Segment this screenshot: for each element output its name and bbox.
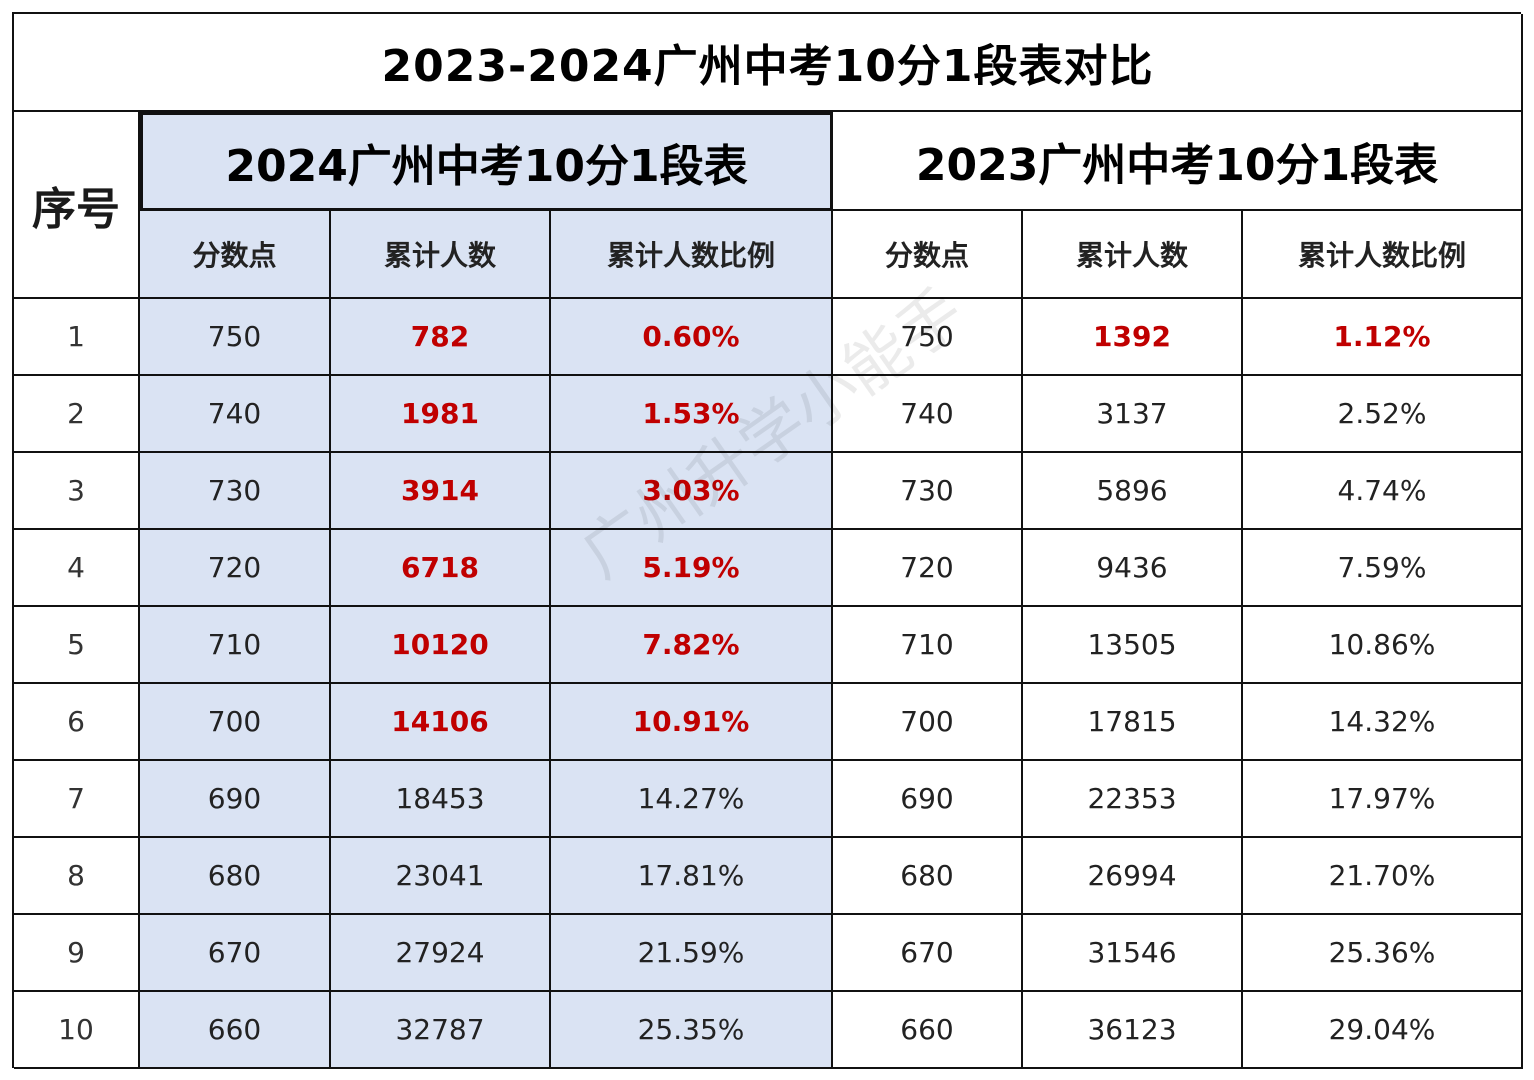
ratio-2024-cell: 21.59% xyxy=(551,915,833,992)
score-2023-cell: 740 xyxy=(833,376,1023,453)
score-2023-cell: 690 xyxy=(833,761,1023,838)
col-header-cum-2023: 累计人数 xyxy=(1023,211,1243,299)
ratio-2023-cell: 2.52% xyxy=(1243,376,1523,453)
score-2024-cell: 720 xyxy=(140,530,331,607)
cum-2023-cell: 1392 xyxy=(1023,299,1243,376)
seq-cell: 3 xyxy=(14,453,140,530)
ratio-2024-cell: 17.81% xyxy=(551,838,833,915)
ratio-2024-cell: 10.91% xyxy=(551,684,833,761)
cum-2023-cell: 17815 xyxy=(1023,684,1243,761)
ratio-2023-cell: 17.97% xyxy=(1243,761,1523,838)
col-header-score-2023: 分数点 xyxy=(833,211,1023,299)
cum-2024-cell: 32787 xyxy=(331,992,551,1069)
cum-2023-cell: 36123 xyxy=(1023,992,1243,1069)
ratio-2023-cell: 4.74% xyxy=(1243,453,1523,530)
cum-2024-cell: 14106 xyxy=(331,684,551,761)
score-2024-cell: 730 xyxy=(140,453,331,530)
score-2024-cell: 700 xyxy=(140,684,331,761)
score-2023-cell: 720 xyxy=(833,530,1023,607)
cum-2024-cell: 1981 xyxy=(331,376,551,453)
col-header-cum-2024: 累计人数 xyxy=(331,211,551,299)
comparison-table: 2023-2024广州中考10分1段表对比 序号 2024广州中考10分1段表 … xyxy=(12,12,1523,1069)
score-2024-cell: 690 xyxy=(140,761,331,838)
score-2023-cell: 750 xyxy=(833,299,1023,376)
score-2023-cell: 700 xyxy=(833,684,1023,761)
score-2023-cell: 730 xyxy=(833,453,1023,530)
score-2023-cell: 680 xyxy=(833,838,1023,915)
score-2024-cell: 670 xyxy=(140,915,331,992)
score-2024-cell: 740 xyxy=(140,376,331,453)
ratio-2024-cell: 0.60% xyxy=(551,299,833,376)
col-header-ratio-2024: 累计人数比例 xyxy=(551,211,833,299)
cum-2024-cell: 10120 xyxy=(331,607,551,684)
cum-2023-cell: 3137 xyxy=(1023,376,1243,453)
seq-cell: 1 xyxy=(14,299,140,376)
cum-2023-cell: 13505 xyxy=(1023,607,1243,684)
cum-2023-cell: 31546 xyxy=(1023,915,1243,992)
col-header-score-2024: 分数点 xyxy=(140,211,331,299)
ratio-2023-cell: 21.70% xyxy=(1243,838,1523,915)
col-header-ratio-2023: 累计人数比例 xyxy=(1243,211,1523,299)
score-2023-cell: 670 xyxy=(833,915,1023,992)
cum-2024-cell: 3914 xyxy=(331,453,551,530)
ratio-2024-cell: 14.27% xyxy=(551,761,833,838)
cum-2023-cell: 22353 xyxy=(1023,761,1243,838)
group-header-2023: 2023广州中考10分1段表 xyxy=(833,112,1523,211)
ratio-2023-cell: 10.86% xyxy=(1243,607,1523,684)
cum-2024-cell: 782 xyxy=(331,299,551,376)
cum-2023-cell: 26994 xyxy=(1023,838,1243,915)
ratio-2023-cell: 25.36% xyxy=(1243,915,1523,992)
seq-cell: 2 xyxy=(14,376,140,453)
ratio-2023-cell: 1.12% xyxy=(1243,299,1523,376)
ratio-2024-cell: 5.19% xyxy=(551,530,833,607)
seq-cell: 6 xyxy=(14,684,140,761)
ratio-2024-cell: 25.35% xyxy=(551,992,833,1069)
score-2023-cell: 660 xyxy=(833,992,1023,1069)
ratio-2023-cell: 29.04% xyxy=(1243,992,1523,1069)
cum-2023-cell: 9436 xyxy=(1023,530,1243,607)
cum-2024-cell: 6718 xyxy=(331,530,551,607)
score-2024-cell: 750 xyxy=(140,299,331,376)
ratio-2023-cell: 7.59% xyxy=(1243,530,1523,607)
ratio-2024-cell: 7.82% xyxy=(551,607,833,684)
cum-2024-cell: 27924 xyxy=(331,915,551,992)
group-header-2024: 2024广州中考10分1段表 xyxy=(140,112,833,211)
seq-cell: 9 xyxy=(14,915,140,992)
seq-cell: 5 xyxy=(14,607,140,684)
seq-cell: 4 xyxy=(14,530,140,607)
seq-cell: 8 xyxy=(14,838,140,915)
ratio-2024-cell: 3.03% xyxy=(551,453,833,530)
score-2024-cell: 680 xyxy=(140,838,331,915)
seq-header: 序号 xyxy=(14,112,140,299)
cum-2023-cell: 5896 xyxy=(1023,453,1243,530)
cum-2024-cell: 18453 xyxy=(331,761,551,838)
seq-cell: 10 xyxy=(14,992,140,1069)
ratio-2024-cell: 1.53% xyxy=(551,376,833,453)
table-title: 2023-2024广州中考10分1段表对比 xyxy=(14,14,1523,112)
cum-2024-cell: 23041 xyxy=(331,838,551,915)
score-2023-cell: 710 xyxy=(833,607,1023,684)
score-2024-cell: 710 xyxy=(140,607,331,684)
score-2024-cell: 660 xyxy=(140,992,331,1069)
seq-cell: 7 xyxy=(14,761,140,838)
ratio-2023-cell: 14.32% xyxy=(1243,684,1523,761)
